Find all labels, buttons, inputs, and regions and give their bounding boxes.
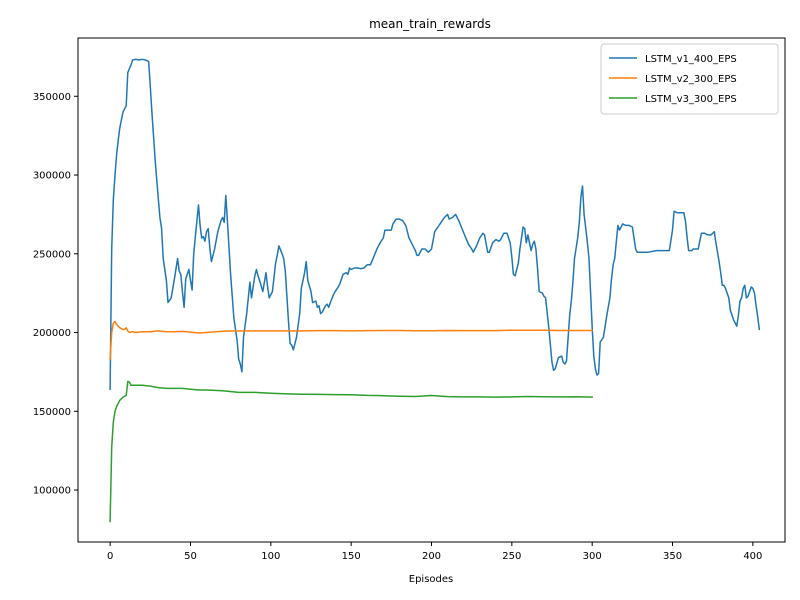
series-line-2: [109, 320, 593, 361]
y-tick-label: 100000: [33, 486, 71, 497]
y-tick-label: 150000: [33, 407, 71, 418]
x-tick-label: 350: [663, 551, 682, 562]
legend: LSTM_v1_400_EPS LSTM_v2_300_EPS LSTM_v3_30…: [600, 43, 779, 115]
x-axis-label: Episodes: [409, 574, 453, 585]
legend-box: [600, 43, 779, 115]
legend-label-2: LSTM_v2_300_EPS: [645, 74, 737, 85]
y-axis: 100000 150000 200000 250000 300000 350000: [33, 92, 78, 497]
plot-lines: [109, 58, 761, 523]
x-tick-label: 300: [583, 551, 602, 562]
legend-label-1: LSTM_v1_400_EPS: [645, 54, 737, 65]
y-tick-label: 350000: [33, 92, 71, 103]
x-tick-label: 150: [342, 551, 361, 562]
x-tick-label: 200: [422, 551, 441, 562]
y-tick-label: 200000: [33, 328, 71, 339]
x-axis: 0 50 100 150 200 250 300 350 400: [107, 542, 762, 562]
chart-title: mean_train_rewards: [369, 17, 491, 31]
x-tick-label: 50: [184, 551, 197, 562]
y-tick-label: 250000: [33, 249, 71, 260]
x-tick-label: 250: [502, 551, 521, 562]
legend-label-3: LSTM_v3_300_EPS: [645, 94, 737, 105]
y-tick-label: 300000: [33, 171, 71, 182]
x-tick-label: 0: [107, 551, 113, 562]
series-line-1: [109, 58, 761, 390]
x-tick-label: 400: [743, 551, 762, 562]
x-tick-label: 100: [261, 551, 280, 562]
series-line-3: [109, 380, 593, 523]
